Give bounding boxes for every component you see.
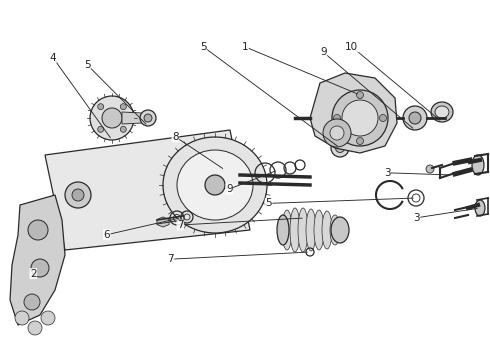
Text: 9: 9: [226, 184, 233, 194]
Text: 5: 5: [84, 60, 91, 70]
Text: 2: 2: [30, 269, 37, 279]
Ellipse shape: [435, 106, 449, 118]
Circle shape: [323, 119, 351, 147]
Circle shape: [357, 91, 364, 99]
Text: 10: 10: [345, 42, 358, 52]
Ellipse shape: [322, 211, 332, 249]
Text: 3: 3: [413, 213, 420, 223]
Circle shape: [144, 114, 152, 122]
Ellipse shape: [177, 150, 253, 220]
Text: 8: 8: [172, 132, 179, 142]
Ellipse shape: [163, 137, 267, 233]
Circle shape: [98, 126, 104, 132]
Circle shape: [90, 96, 134, 140]
Circle shape: [140, 110, 156, 126]
Circle shape: [409, 112, 421, 124]
Circle shape: [357, 138, 364, 144]
Circle shape: [28, 220, 48, 240]
Ellipse shape: [277, 215, 289, 245]
Circle shape: [332, 90, 388, 146]
Ellipse shape: [314, 210, 324, 250]
Text: 6: 6: [103, 230, 110, 240]
Ellipse shape: [306, 209, 316, 251]
Text: 9: 9: [320, 47, 327, 57]
Ellipse shape: [282, 210, 292, 250]
Circle shape: [28, 321, 42, 335]
Circle shape: [24, 294, 40, 310]
Ellipse shape: [431, 102, 453, 122]
Circle shape: [121, 126, 126, 132]
Circle shape: [65, 182, 91, 208]
Circle shape: [331, 139, 349, 157]
Ellipse shape: [298, 208, 308, 252]
Polygon shape: [10, 195, 65, 325]
Ellipse shape: [331, 217, 349, 243]
Circle shape: [102, 108, 122, 128]
Circle shape: [72, 189, 84, 201]
Text: 4: 4: [49, 53, 56, 63]
Ellipse shape: [475, 200, 485, 216]
Circle shape: [41, 311, 55, 325]
Ellipse shape: [472, 155, 484, 175]
Circle shape: [342, 100, 378, 136]
Text: 5: 5: [200, 42, 207, 52]
Text: 3: 3: [384, 168, 391, 178]
Circle shape: [403, 106, 427, 130]
Text: 5: 5: [265, 198, 272, 208]
Circle shape: [121, 104, 126, 110]
Circle shape: [336, 144, 344, 153]
Circle shape: [15, 311, 29, 325]
Text: 7: 7: [167, 254, 174, 264]
Circle shape: [330, 126, 344, 140]
Ellipse shape: [330, 215, 340, 245]
Circle shape: [31, 259, 49, 277]
Circle shape: [98, 104, 104, 110]
Circle shape: [379, 114, 387, 122]
Ellipse shape: [290, 208, 300, 252]
Polygon shape: [122, 112, 142, 124]
Text: 1: 1: [242, 42, 248, 52]
Polygon shape: [310, 73, 397, 153]
Polygon shape: [45, 130, 250, 250]
Circle shape: [334, 114, 341, 122]
Text: 7: 7: [177, 220, 184, 230]
Polygon shape: [157, 217, 169, 227]
Circle shape: [426, 165, 434, 173]
Circle shape: [205, 175, 225, 195]
